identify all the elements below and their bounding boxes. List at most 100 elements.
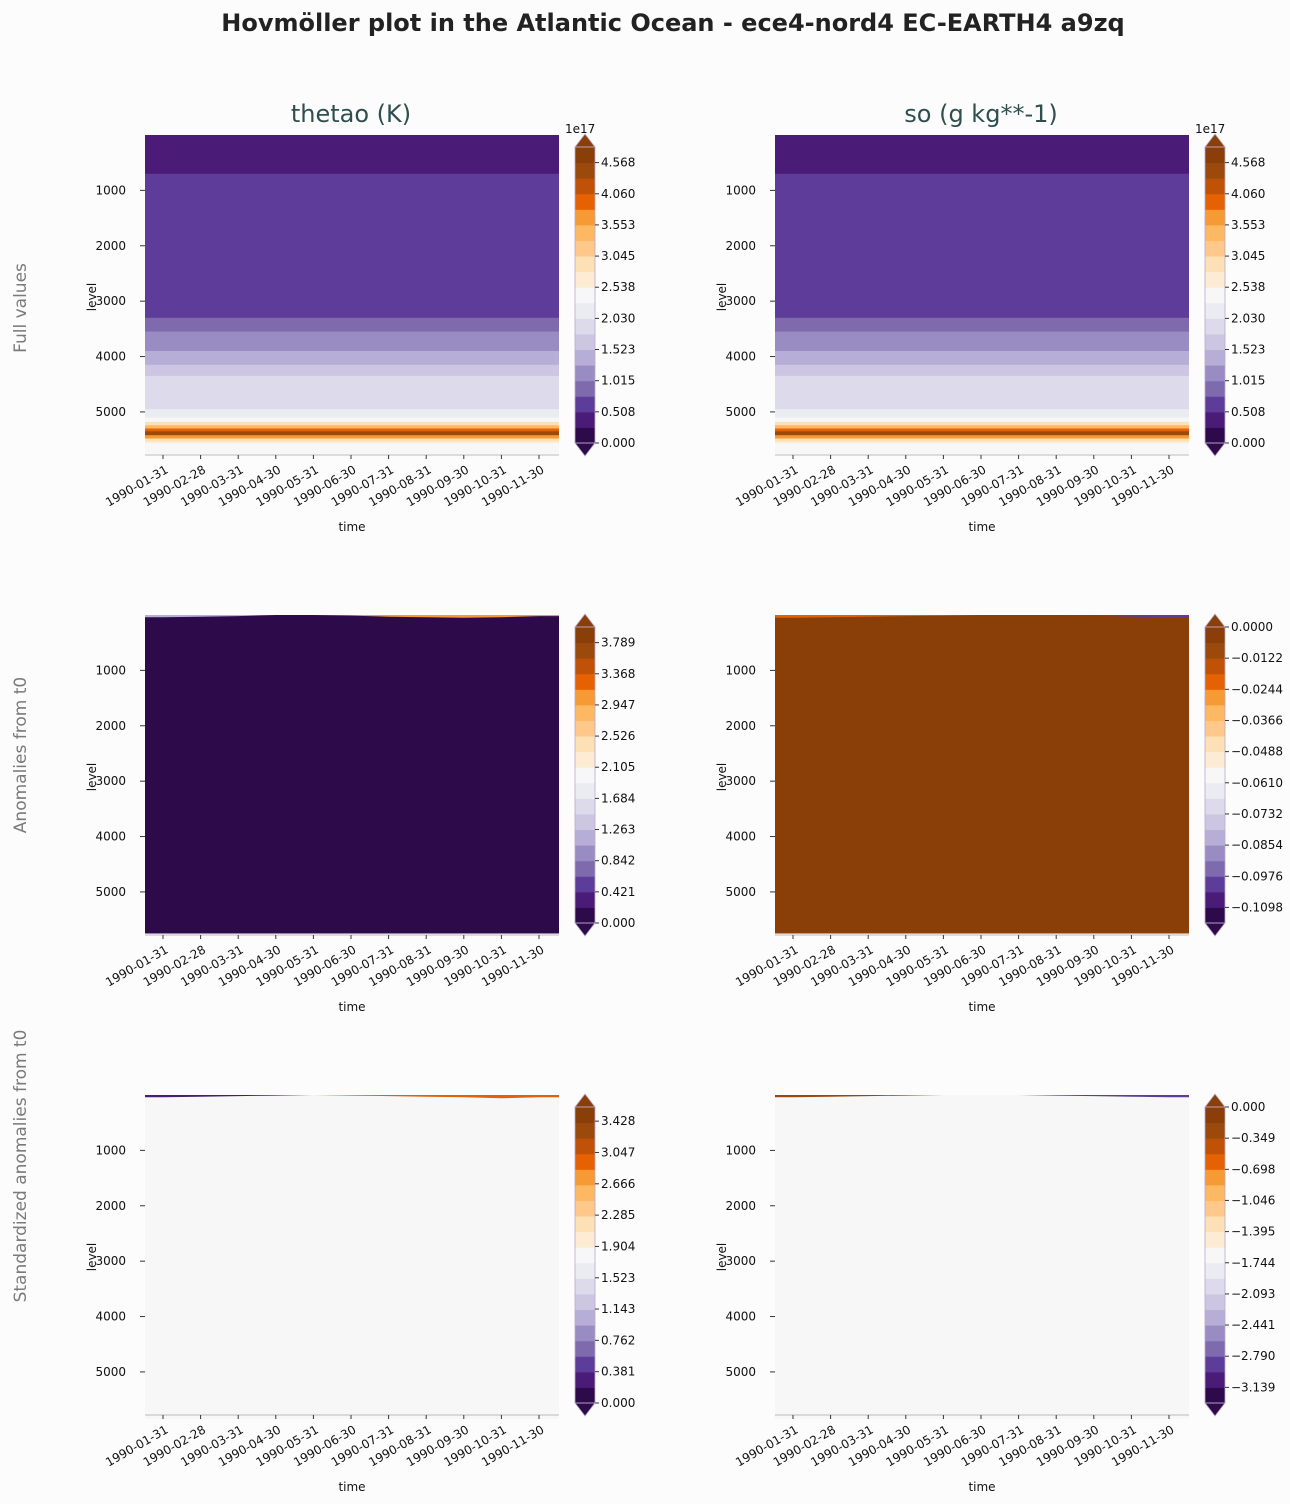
colorbar-segment: [575, 193, 595, 210]
colorbar-segment: [575, 767, 595, 784]
colorbar-segment: [575, 1153, 595, 1170]
colorbar-tick-label: −0.698: [1231, 1162, 1275, 1176]
column-title-thetao: thetao (K): [291, 100, 411, 128]
x-axis-label: time: [968, 1000, 995, 1014]
colorbar-tick-label: 3.789: [601, 636, 635, 650]
y-tick-label: 3000: [95, 294, 126, 308]
colorbar-tick-label: 1.015: [601, 374, 635, 388]
depth-band: [145, 428, 559, 432]
colorbar-segment: [575, 1387, 595, 1404]
y-tick-label: 5000: [95, 885, 126, 899]
y-tick-label: 2000: [95, 719, 126, 733]
colorbar-segment: [575, 829, 595, 846]
colorbar-tick-label: 2.105: [601, 760, 635, 774]
y-tick-label: 3000: [725, 774, 756, 788]
y-axis-label: level: [715, 763, 729, 792]
x-axis-label: time: [338, 1480, 365, 1494]
depth-band: [145, 331, 559, 352]
colorbar-tick-label: −0.0610: [1231, 776, 1283, 790]
colorbar-segment: [1205, 380, 1225, 397]
y-tick-label: 5000: [725, 885, 756, 899]
depth-band: [775, 351, 1189, 366]
colorbar-tick-label: −1.395: [1231, 1225, 1275, 1239]
colorbar-frame: [1204, 146, 1226, 444]
colorbar-tick-label: 2.285: [601, 1208, 635, 1222]
x-axis-label: time: [338, 1000, 365, 1014]
colorbar-segment: [1205, 1216, 1225, 1233]
anomaly-field: [145, 1095, 559, 1419]
y-tick-label: 2000: [725, 1199, 756, 1213]
colorbar-segment: [575, 1184, 595, 1201]
y-axis-label: level: [715, 1243, 729, 1272]
colorbar-segment: [1205, 798, 1225, 815]
colorbar-segment: [575, 1356, 595, 1373]
colorbar-tick-label: 0.000: [1231, 436, 1265, 450]
depth-band: [145, 351, 559, 366]
colorbar-segment: [1205, 365, 1225, 382]
colorbar-tick-label: 3.428: [601, 1114, 635, 1128]
figure-title: Hovmöller plot in the Atlantic Ocean - e…: [221, 9, 1124, 37]
colorbar-frame: [1204, 626, 1226, 924]
colorbar-segment: [575, 1247, 595, 1264]
y-tick-label: 4000: [95, 1310, 126, 1324]
y-tick-label: 3000: [95, 1254, 126, 1268]
colorbar-segment: [1205, 147, 1225, 164]
colorbar-segment: [1205, 1278, 1225, 1295]
colorbar-segment: [1205, 1387, 1225, 1404]
colorbar-tick-label: 4.060: [601, 187, 635, 201]
colorbar-tick-label: 2.030: [1231, 311, 1265, 325]
colorbar-frame: [574, 1106, 596, 1404]
colorbar-segment: [1205, 1200, 1225, 1217]
colorbar-segment: [1205, 1169, 1225, 1186]
colorbar-segment: [575, 1107, 595, 1124]
colorbar-tick-label: −0.0366: [1231, 713, 1283, 727]
colorbar-segment: [1205, 845, 1225, 862]
y-tick-label: 1000: [725, 1143, 756, 1157]
colorbar-min-extend: [574, 1402, 596, 1417]
colorbar-tick-label: 0.842: [601, 854, 635, 868]
colorbar-tick-label: −0.0854: [1231, 838, 1283, 852]
colorbar-tick-label: −2.093: [1231, 1287, 1275, 1301]
colorbar-segment: [1205, 627, 1225, 644]
colorbar-segment: [575, 720, 595, 737]
colorbar-max-extend: [1204, 613, 1226, 628]
colorbar-tick-label: 4.568: [601, 156, 635, 170]
colorbar-segment: [1205, 162, 1225, 179]
colorbar-segment: [1205, 333, 1225, 351]
x-axis-label: time: [968, 1480, 995, 1494]
y-tick-label: 2000: [725, 719, 756, 733]
colorbar-tick-label: 2.030: [601, 311, 635, 325]
depth-band: [775, 428, 1189, 432]
colorbar-segment: [575, 365, 595, 382]
colorbar-segment: [575, 1293, 595, 1311]
y-tick-label: 4000: [95, 350, 126, 364]
colorbar-frame: [1204, 1106, 1226, 1404]
colorbar-segment: [1205, 1231, 1225, 1248]
y-tick-label: 1000: [95, 1143, 126, 1157]
colorbar-segment: [575, 798, 595, 815]
colorbar-segment: [575, 891, 595, 908]
depth-band: [145, 364, 559, 377]
colorbar-segment: [1205, 1309, 1225, 1326]
colorbar-segment: [1205, 1340, 1225, 1357]
colorbar-segment: [1205, 1247, 1225, 1264]
colorbar-segment: [1205, 1184, 1225, 1201]
colorbar-segment: [1205, 256, 1225, 273]
colorbar-tick-label: 1.523: [601, 343, 635, 357]
colorbar-tick-label: 4.060: [1231, 187, 1265, 201]
colorbar-max-extend: [574, 613, 596, 628]
colorbar-tick-label: 3.553: [1231, 218, 1265, 232]
colorbar-tick-label: 2.538: [1231, 280, 1265, 294]
colorbar-segment: [575, 209, 595, 226]
colorbar-segment: [1205, 1356, 1225, 1373]
depth-band: [145, 435, 559, 439]
colorbar-tick-label: 2.526: [601, 729, 635, 743]
depth-band: [775, 173, 1189, 319]
colorbar-segment: [1205, 860, 1225, 877]
colorbar-tick-label: 0.000: [601, 436, 635, 450]
colorbar-segment: [1205, 782, 1225, 799]
colorbar-segment: [1205, 751, 1225, 768]
y-tick-label: 2000: [95, 239, 126, 253]
depth-band: [145, 375, 559, 410]
colorbar-tick-label: 4.568: [1231, 156, 1265, 170]
